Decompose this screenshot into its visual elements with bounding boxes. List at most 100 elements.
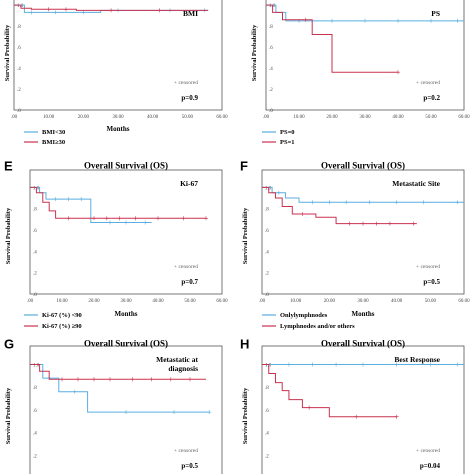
y-tick-label: .6 <box>17 46 21 51</box>
x-tick-label: 30.00 <box>357 299 369 304</box>
legend-label: Ki-67 (%) <90 <box>42 312 82 319</box>
censor-mark <box>53 197 58 202</box>
y-tick-label: .4 <box>17 67 21 72</box>
censor-mark <box>157 8 162 13</box>
x-tick-label: 60.00 <box>216 115 228 120</box>
y-tick-label: .8 <box>269 25 273 30</box>
y-axis-label: Survival Probability <box>4 24 11 81</box>
x-tick-label: 20.00 <box>326 115 338 120</box>
y-tick-label: .8 <box>265 208 269 213</box>
censor-mark <box>310 200 315 205</box>
y-axis-label: Survival Probability <box>242 387 249 444</box>
x-tick-label: .00 <box>259 299 266 304</box>
censor-mark <box>428 362 433 367</box>
y-tick-label: .8 <box>33 386 37 391</box>
censor-mark <box>396 70 400 75</box>
censor-mark <box>168 377 173 382</box>
censor-mark <box>354 414 359 419</box>
x-tick-label: 10.00 <box>293 115 305 120</box>
panel-letter: G <box>4 337 14 352</box>
plot-frame <box>261 169 465 295</box>
censor-mark <box>79 197 84 202</box>
km-curve-blue <box>30 363 210 413</box>
censored-legend: + censored <box>416 264 440 270</box>
panel-letter: E <box>4 159 13 174</box>
y-tick-label: .6 <box>265 409 269 414</box>
censor-mark <box>347 221 352 226</box>
km-curve-blue <box>262 186 464 203</box>
legend-label: PS=1 <box>280 139 295 146</box>
censor-mark <box>64 7 68 12</box>
censor-mark <box>181 216 186 221</box>
x-tick-label: 40.00 <box>147 115 159 120</box>
x-tick-label: 60.00 <box>458 299 470 304</box>
group-label: PS <box>431 9 440 18</box>
censored-legend: + censored <box>174 264 198 270</box>
y-tick-label: .4 <box>33 432 37 437</box>
p-value: p=0.5 <box>423 278 440 286</box>
km-curve-red <box>30 186 206 219</box>
censor-mark <box>156 216 160 221</box>
censor-mark <box>172 410 176 415</box>
censor-mark <box>387 221 392 226</box>
x-tick-label: 50.00 <box>425 299 437 304</box>
x-tick-label: 50.00 <box>182 115 194 120</box>
group-label: Metastatic Site <box>392 179 440 188</box>
censor-mark <box>124 410 128 415</box>
y-tick-label: .4 <box>269 67 273 72</box>
censor-mark <box>133 216 138 221</box>
censor-mark <box>361 221 365 226</box>
censor-mark <box>361 362 365 367</box>
x-tick-label: 30.00 <box>120 299 132 304</box>
x-tick-label: 40.00 <box>392 115 404 120</box>
x-tick-label: .00 <box>11 115 18 120</box>
km-curve-blue <box>30 186 152 224</box>
censor-mark <box>60 377 64 382</box>
legend-label: BMI≥30 <box>42 139 65 146</box>
km-curve-red <box>262 186 417 225</box>
censor-mark <box>188 377 192 382</box>
x-tick-label: 30.00 <box>359 115 371 120</box>
y-tick-label: 1.0 <box>17 4 24 9</box>
censor-mark <box>327 200 332 205</box>
panel-title: Overall Survival (OS) <box>321 160 405 170</box>
censor-mark <box>46 7 51 12</box>
y-tick-label: .8 <box>33 208 37 213</box>
censor-mark <box>276 190 281 195</box>
panel-ki67: E Overall Survival (OS)Ki-67.0.2.4.6.81.0… <box>4 159 228 330</box>
censor-mark <box>411 221 416 226</box>
km-curve-red <box>262 363 397 418</box>
panel-bmi: BMI .0 .2 .4 .6 .8 1.0 .00 10.00 20.00 30.00 40.00 5… <box>4 0 228 146</box>
censor-mark <box>207 410 212 415</box>
y-tick-label: .4 <box>33 250 37 255</box>
censor-mark <box>455 362 460 367</box>
censor-mark <box>455 18 460 23</box>
x-tick-label: 50.00 <box>425 115 437 120</box>
panel-ps: PS.0.2.4.6.81.0.00 10.00 20.00 30.00 40.00 50… <box>251 0 470 146</box>
x-tick-label: 10.00 <box>290 299 302 304</box>
panel-letter: F <box>240 159 248 174</box>
legend-label: BMI<30 <box>42 129 65 136</box>
censor-mark <box>307 405 312 410</box>
x-tick-label: 60.00 <box>458 115 470 120</box>
y-tick-label: .2 <box>17 88 21 93</box>
censored-legend: + censored <box>416 448 440 454</box>
y-tick-label: .0 <box>17 109 21 114</box>
censored-legend: + censored <box>174 448 198 454</box>
plot-frame <box>13 0 223 111</box>
panel-title: Overall Survival (OS) <box>321 338 405 348</box>
x-tick-label: .00 <box>263 115 270 120</box>
censor-mark <box>344 200 349 205</box>
censored-legend: + censored <box>416 80 440 86</box>
censor-mark <box>76 377 80 382</box>
y-axis-label: Survival Probability <box>251 24 258 81</box>
y-tick-label: .2 <box>265 272 269 277</box>
censored-legend: + censored <box>174 80 198 86</box>
group-label: BMI <box>183 9 198 18</box>
y-axis-label: Survival Probability <box>5 207 12 264</box>
x-tick-label: 20.00 <box>78 115 90 120</box>
x-tick-label: 10.00 <box>43 115 55 120</box>
censor-mark <box>396 18 400 23</box>
censor-mark <box>455 200 460 205</box>
